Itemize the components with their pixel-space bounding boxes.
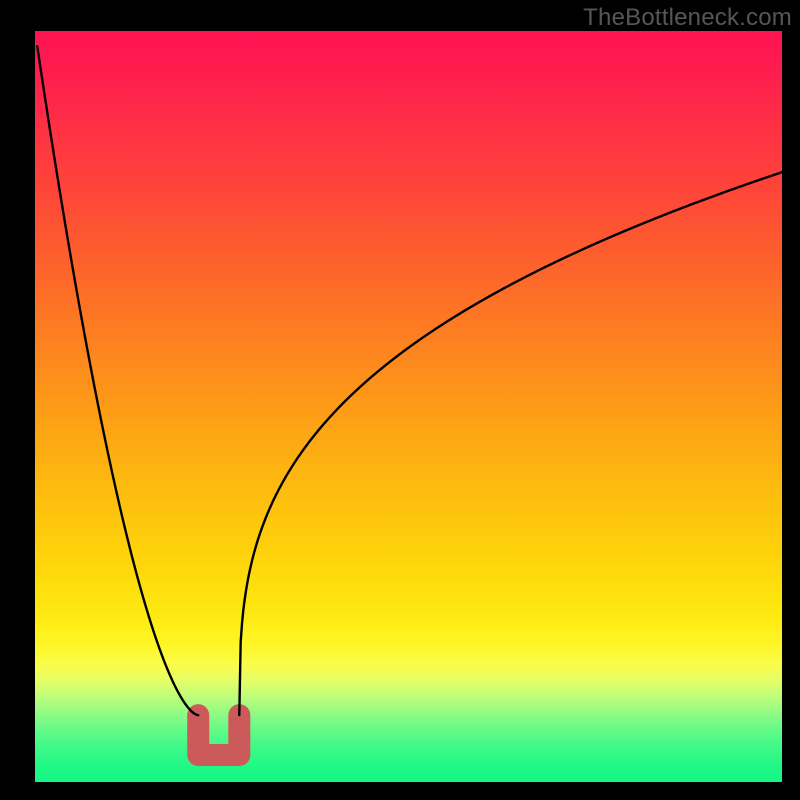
chart-stage: TheBottleneck.com	[0, 0, 800, 800]
watermark-text: TheBottleneck.com	[583, 4, 792, 32]
bottleneck-chart	[0, 0, 800, 800]
chart-background	[35, 31, 782, 782]
